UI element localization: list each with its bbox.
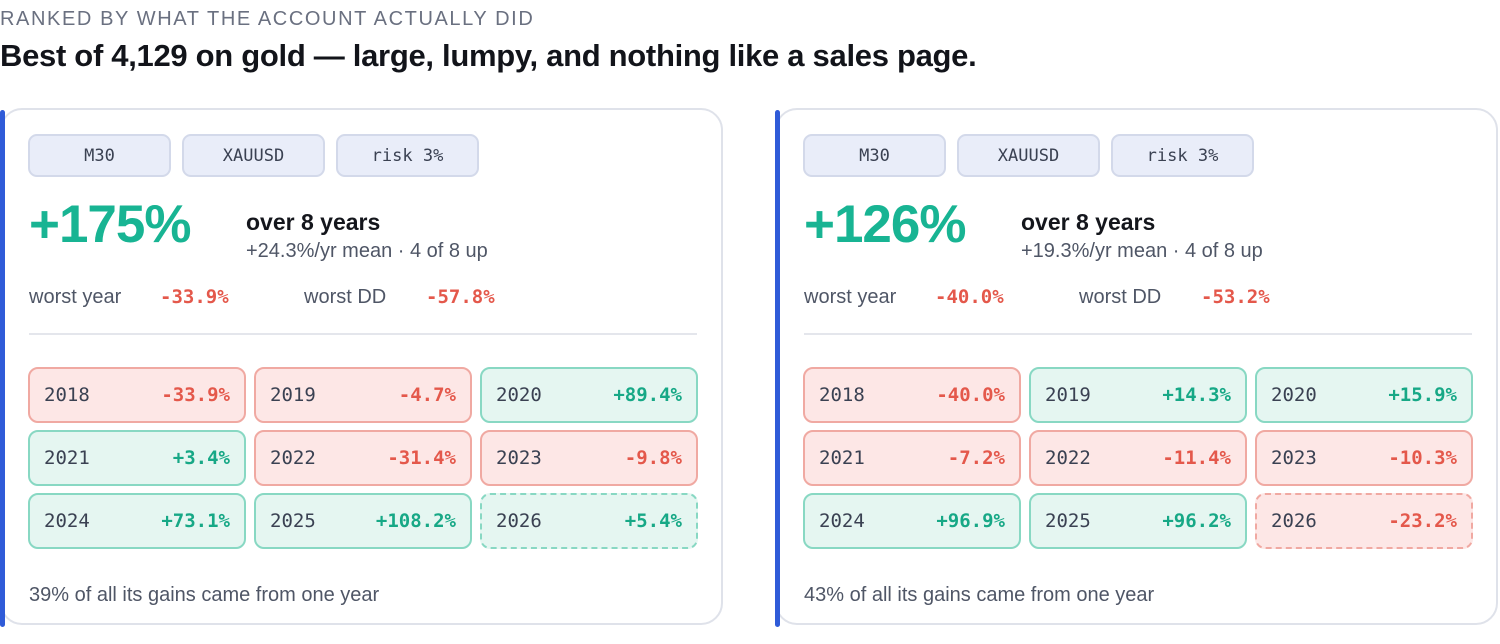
worst-year-value: -33.9% [160, 286, 229, 308]
year-return: +96.2% [1162, 510, 1231, 532]
year-return: -7.2% [947, 447, 1005, 469]
year-label: 2026 [496, 510, 542, 532]
year-tile-2026[interactable]: 2026 +5.4% [480, 493, 698, 549]
concentration-note: 39% of all its gains came from one year [29, 584, 380, 606]
strategy-card-1[interactable]: M30 XAUUSD risk 3% +175% over 8 years +2… [0, 108, 723, 627]
year-tile-2022[interactable]: 2022 -11.4% [1029, 430, 1247, 486]
year-return: -11.4% [1162, 447, 1231, 469]
period-label: over 8 years [1021, 209, 1156, 235]
year-label: 2022 [1045, 447, 1091, 469]
year-return: -33.9% [161, 384, 230, 406]
divider [29, 333, 697, 335]
year-label: 2023 [496, 447, 542, 469]
total-return: +175% [29, 195, 192, 254]
risk-chip[interactable]: risk 3% [336, 134, 479, 177]
year-label: 2020 [1271, 384, 1317, 406]
return-summary: +24.3%/yr mean · 4 of 8 up [246, 240, 488, 262]
year-label: 2020 [496, 384, 542, 406]
year-tile-2022[interactable]: 2022 -31.4% [254, 430, 472, 486]
yearly-returns-grid: 2018 -40.0% 2019 +14.3% 2020 +15.9% 2021 -7.2% 2… [803, 367, 1473, 549]
page-title: Best of 4,129 on gold — large, lumpy, an… [0, 38, 977, 73]
timeframe-chip[interactable]: M30 [28, 134, 171, 177]
risk-chip[interactable]: risk 3% [1111, 134, 1254, 177]
year-label: 2025 [270, 510, 316, 532]
year-label: 2018 [819, 384, 865, 406]
year-tile-2021[interactable]: 2021 +3.4% [28, 430, 246, 486]
year-tile-2023[interactable]: 2023 -9.8% [480, 430, 698, 486]
worst-dd-label: worst DD [304, 286, 387, 308]
yearly-returns-grid: 2018 -33.9% 2019 -4.7% 2020 +89.4% 2021 +3.4% 20… [28, 367, 698, 549]
year-tile-2025[interactable]: 2025 +108.2% [254, 493, 472, 549]
year-tile-2019[interactable]: 2019 +14.3% [1029, 367, 1247, 423]
year-tile-2023[interactable]: 2023 -10.3% [1255, 430, 1473, 486]
year-label: 2019 [1045, 384, 1091, 406]
worst-dd-value: -53.2% [1201, 286, 1270, 308]
return-summary: +19.3%/yr mean · 4 of 8 up [1021, 240, 1263, 262]
divider [804, 333, 1472, 335]
year-return: -23.2% [1388, 510, 1457, 532]
year-tile-2025[interactable]: 2025 +96.2% [1029, 493, 1247, 549]
worst-dd-value: -57.8% [426, 286, 495, 308]
period-label: over 8 years [246, 209, 381, 235]
year-return: -10.3% [1388, 447, 1457, 469]
year-return: -4.7% [398, 384, 456, 406]
year-return: +15.9% [1388, 384, 1457, 406]
year-return: +96.9% [936, 510, 1005, 532]
year-tile-2018[interactable]: 2018 -33.9% [28, 367, 246, 423]
year-return: +108.2% [375, 510, 456, 532]
tag-chips: M30 XAUUSD risk 3% [28, 134, 479, 177]
year-tile-2019[interactable]: 2019 -4.7% [254, 367, 472, 423]
worst-year-value: -40.0% [935, 286, 1004, 308]
year-tile-2026[interactable]: 2026 -23.2% [1255, 493, 1473, 549]
year-label: 2021 [819, 447, 865, 469]
strategy-card-2[interactable]: M30 XAUUSD risk 3% +126% over 8 years +1… [775, 108, 1498, 627]
year-label: 2019 [270, 384, 316, 406]
section-eyebrow: RANKED BY WHAT THE ACCOUNT ACTUALLY DID [0, 8, 535, 30]
timeframe-chip[interactable]: M30 [803, 134, 946, 177]
tag-chips: M30 XAUUSD risk 3% [803, 134, 1254, 177]
year-label: 2024 [44, 510, 90, 532]
year-return: +14.3% [1162, 384, 1231, 406]
year-return: +89.4% [613, 384, 682, 406]
worst-dd-label: worst DD [1079, 286, 1162, 308]
worst-year-label: worst year [804, 286, 897, 308]
year-return: -40.0% [936, 384, 1005, 406]
year-tile-2018[interactable]: 2018 -40.0% [803, 367, 1021, 423]
year-label: 2026 [1271, 510, 1317, 532]
symbol-chip[interactable]: XAUUSD [957, 134, 1100, 177]
year-tile-2020[interactable]: 2020 +15.9% [1255, 367, 1473, 423]
year-label: 2024 [819, 510, 865, 532]
year-return: +73.1% [161, 510, 230, 532]
year-tile-2024[interactable]: 2024 +96.9% [803, 493, 1021, 549]
total-return: +126% [804, 195, 967, 254]
symbol-chip[interactable]: XAUUSD [182, 134, 325, 177]
year-return: +5.4% [624, 510, 682, 532]
year-return: -31.4% [387, 447, 456, 469]
year-label: 2025 [1045, 510, 1091, 532]
concentration-note: 43% of all its gains came from one year [804, 584, 1155, 606]
year-label: 2023 [1271, 447, 1317, 469]
year-tile-2021[interactable]: 2021 -7.2% [803, 430, 1021, 486]
card-accent-bar [775, 110, 780, 627]
year-return: +3.4% [172, 447, 230, 469]
year-return: -9.8% [624, 447, 682, 469]
year-label: 2022 [270, 447, 316, 469]
year-tile-2024[interactable]: 2024 +73.1% [28, 493, 246, 549]
year-label: 2018 [44, 384, 90, 406]
year-tile-2020[interactable]: 2020 +89.4% [480, 367, 698, 423]
card-accent-bar [0, 110, 5, 627]
year-label: 2021 [44, 447, 90, 469]
worst-year-label: worst year [29, 286, 122, 308]
